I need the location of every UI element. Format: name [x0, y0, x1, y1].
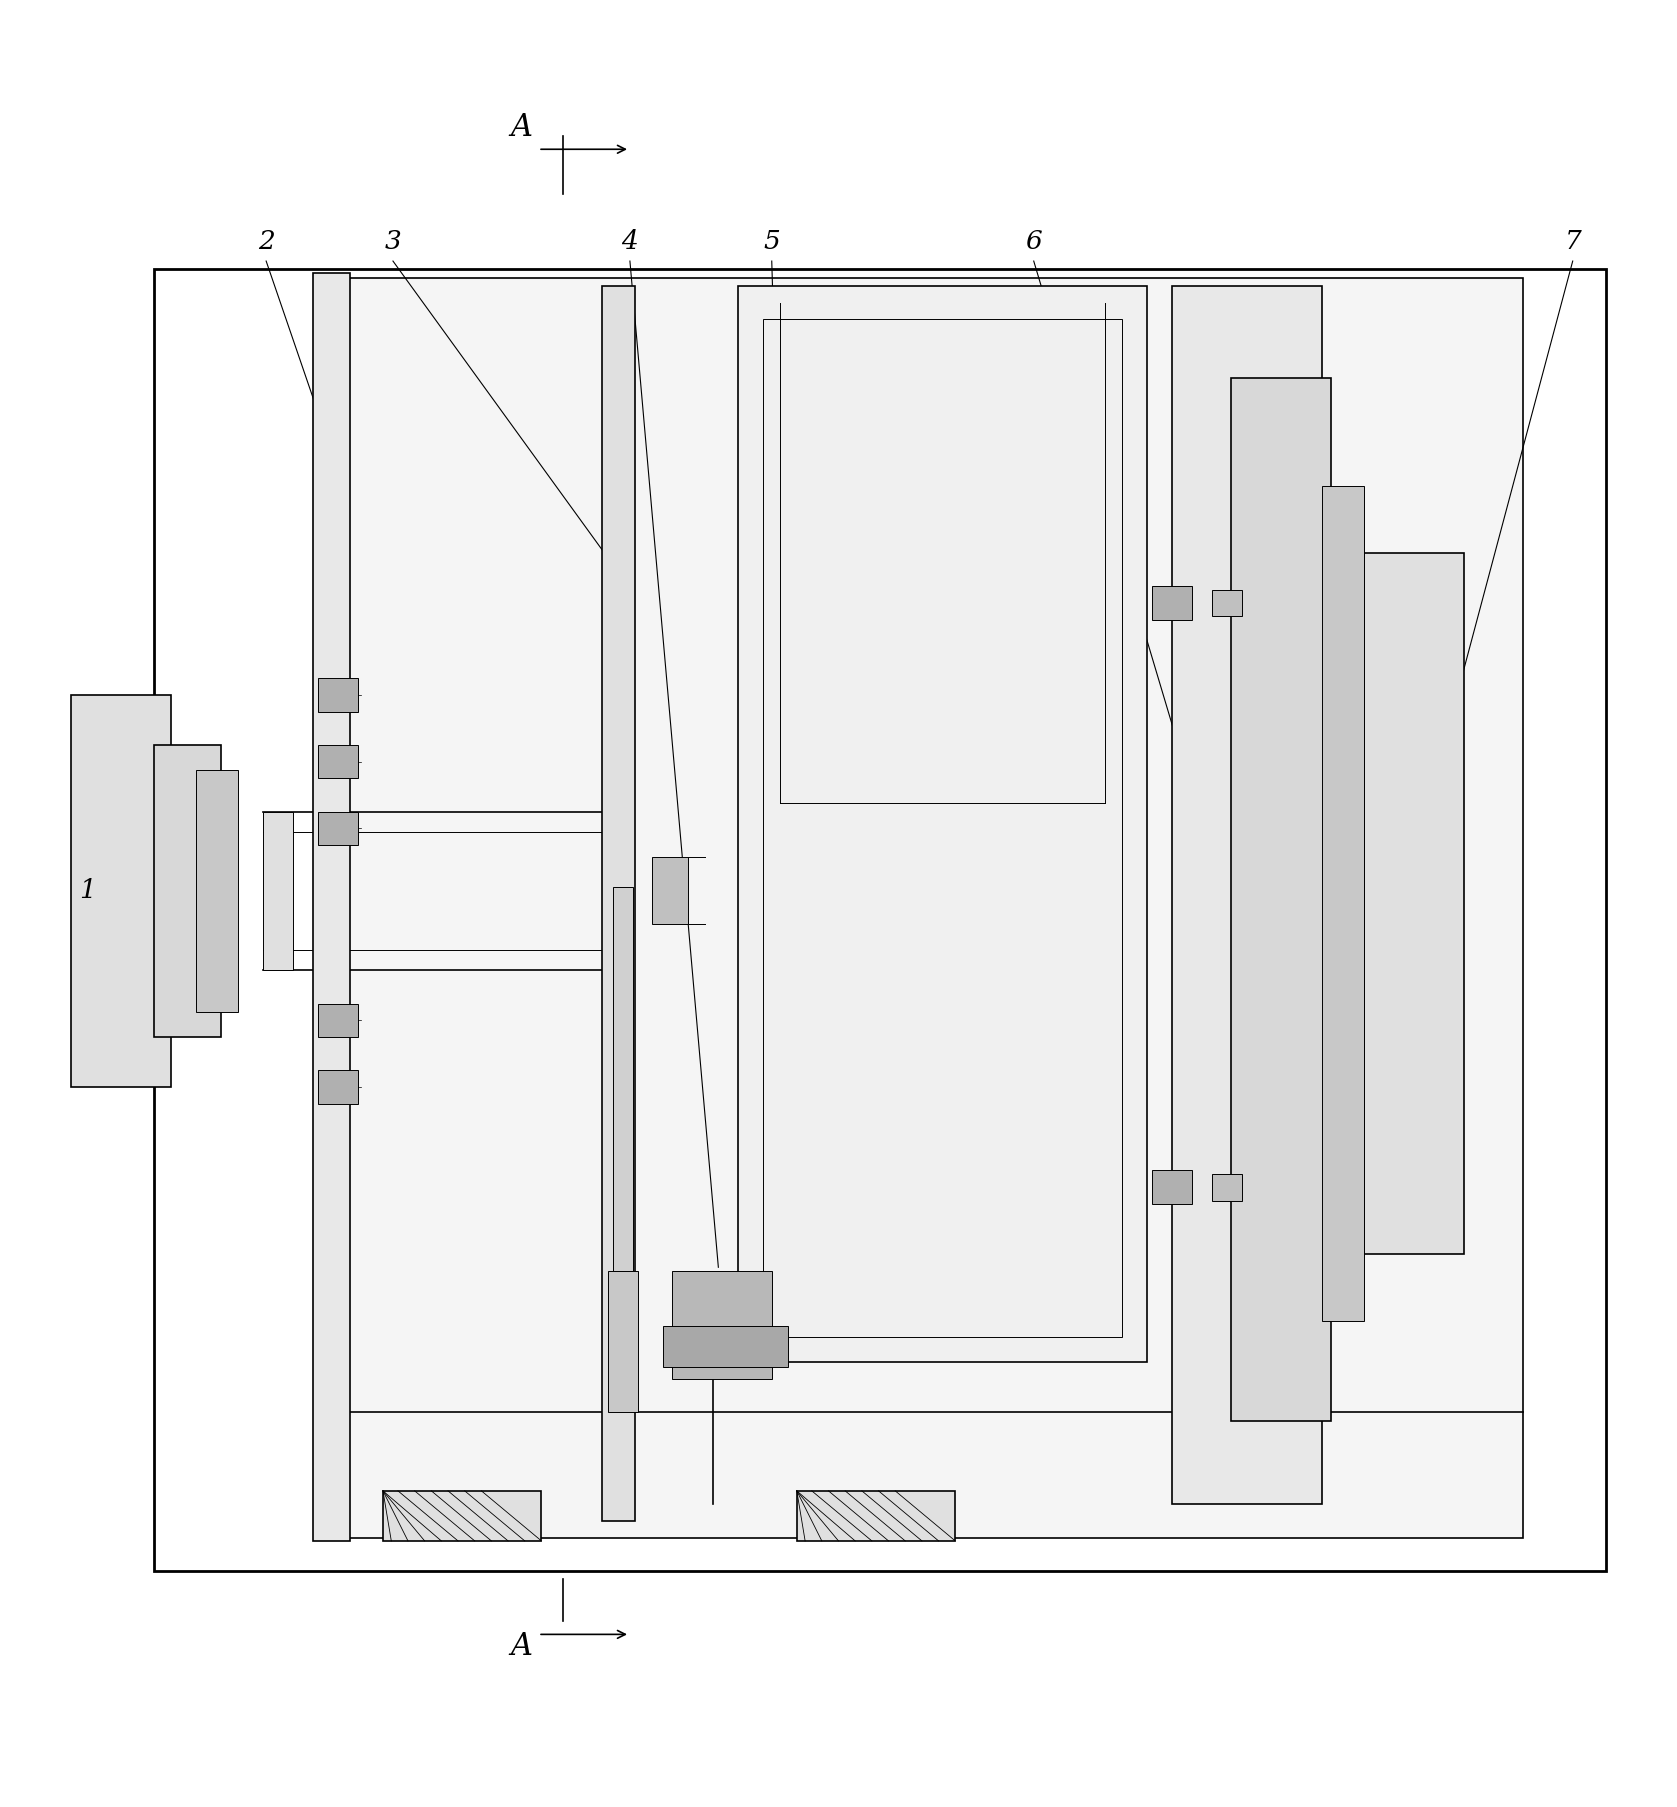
Bar [1172, 286, 1323, 1503]
Bar [671, 1270, 771, 1379]
Bar [319, 1003, 357, 1037]
Bar [763, 320, 1122, 1337]
Bar [1231, 378, 1332, 1420]
Bar [70, 696, 171, 1088]
Bar [797, 1491, 956, 1541]
Bar [1212, 1175, 1243, 1200]
Bar [1323, 486, 1363, 1321]
Bar [609, 1270, 639, 1413]
Bar [602, 286, 636, 1521]
Bar [154, 269, 1607, 1570]
Bar [738, 286, 1147, 1362]
Bar [1152, 1171, 1192, 1203]
Bar [319, 678, 357, 712]
Bar [1212, 589, 1243, 616]
Bar [664, 1326, 788, 1368]
Bar [196, 770, 238, 1012]
Text: 1: 1 [79, 878, 96, 904]
Bar [263, 811, 293, 970]
Bar [1152, 587, 1192, 620]
Bar [652, 857, 688, 923]
Bar [319, 744, 357, 779]
Bar [614, 887, 634, 1270]
Text: A: A [510, 112, 533, 143]
Text: 6: 6 [1025, 228, 1041, 253]
Text: 5: 5 [763, 228, 780, 253]
Bar [319, 811, 357, 846]
Text: 3: 3 [384, 228, 401, 253]
Bar [314, 273, 349, 1541]
Text: 4: 4 [622, 228, 639, 253]
Text: 7: 7 [1565, 228, 1581, 253]
Text: 2: 2 [258, 228, 275, 253]
Bar [319, 1070, 357, 1104]
Bar [1363, 553, 1464, 1254]
Bar [382, 1491, 542, 1541]
Bar [154, 744, 221, 1037]
Bar [345, 278, 1523, 1538]
Text: A: A [510, 1630, 533, 1662]
